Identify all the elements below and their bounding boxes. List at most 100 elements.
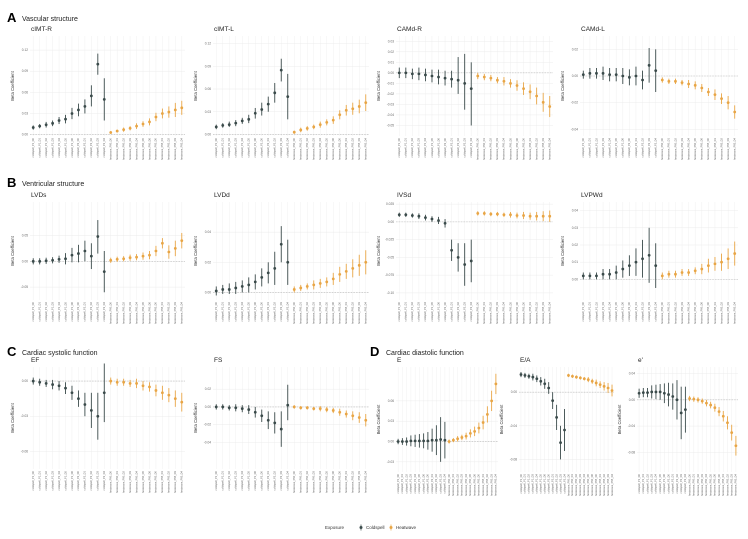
data-point (299, 286, 303, 290)
x-tick-label: coldspell_P1_D3 (417, 301, 421, 321)
x-tick-label: coldspell_P1_D1 (588, 137, 592, 157)
data-point (292, 288, 296, 291)
x-tick-label: heatwave_P90_D2 (121, 137, 125, 159)
chart-title: IVSd (397, 192, 411, 199)
x-tick-label: coldspell_P2_D3 (279, 470, 283, 490)
x-tick-label: heatwave_P90_D0 (687, 473, 691, 495)
x-tick-label: coldspell_P1_D6 (253, 470, 257, 490)
data-point (713, 262, 717, 266)
x-tick-label: heatwave_P90_D0 (292, 470, 296, 492)
data-point (357, 263, 361, 267)
x-tick-label: heatwave_P90_D2 (489, 137, 493, 159)
x-tick-label: coldspell_P2_D3 (462, 137, 466, 157)
y-tick-label: 0.02 (205, 387, 211, 391)
data-point (160, 241, 164, 245)
x-tick-label: heatwave_P90_D4 (134, 470, 138, 492)
data-point (102, 270, 106, 274)
x-tick-label: heatwave_P95_D3 (357, 470, 361, 492)
data-point (344, 108, 348, 112)
x-tick-label: heatwave_P90_D3 (312, 137, 316, 159)
data-point (135, 124, 138, 128)
x-tick-label: coldspell_P1_D6 (621, 301, 625, 321)
x-tick-label: coldspell_P2_D2 (456, 137, 460, 157)
data-point (709, 403, 713, 407)
x-tick-label: heatwave_P90_D2 (305, 470, 309, 492)
x-tick-label: coldspell_P1_D0 (397, 301, 401, 321)
x-tick-label: heatwave_P95_D0 (338, 137, 342, 159)
chart-title: cIMT-R (31, 26, 52, 33)
y-axis-label: Beta Coefficient (10, 70, 15, 100)
data-point (634, 74, 638, 78)
x-tick-label: heatwave_P95_D2 (534, 301, 538, 323)
legend-coldspell-label: Coldspell (366, 525, 385, 530)
x-tick-label: coldspell_P1_D2 (44, 301, 48, 321)
data-point (477, 426, 481, 430)
x-tick-label: heatwave_P95_D2 (167, 470, 171, 492)
chart-panel-11: E Beta Coefficient -0.03 0.00 0.03 0.06 coldsp… (376, 357, 498, 496)
data-point (89, 94, 93, 98)
data-point (305, 127, 309, 130)
data-point (463, 81, 467, 85)
x-tick-label: heatwave_P90_D6 (590, 473, 594, 495)
y-tick-label: -0.04 (387, 113, 394, 117)
x-tick-label: heatwave_P90_D6 (147, 137, 151, 159)
x-tick-label: heatwave_P95_D1 (344, 301, 348, 323)
x-tick-label: heatwave_P90_D5 (508, 137, 512, 159)
x-tick-label: coldspell_P2_D0 (666, 473, 670, 493)
data-point (227, 123, 231, 127)
x-tick-label: coldspell_P1_D6 (70, 137, 74, 157)
data-point (700, 267, 704, 271)
x-tick-label: coldspell_P1_D5 (63, 470, 67, 490)
data-point (31, 259, 35, 263)
y-tick-label: 0.02 (388, 50, 394, 54)
x-tick-label: coldspell_P1_D1 (404, 301, 408, 321)
data-point (588, 71, 592, 75)
x-tick-label: heatwave_P95_D0 (706, 137, 710, 159)
x-tick-label: heatwave_P90_D2 (455, 473, 459, 495)
x-tick-label: heatwave_P95_D2 (167, 137, 171, 159)
data-point (234, 121, 238, 125)
x-tick-label: heatwave_P95_D1 (344, 470, 348, 492)
data-point (413, 439, 417, 443)
x-tick-label: coldspell_P1_D5 (63, 301, 67, 321)
data-point (77, 108, 80, 112)
data-point (509, 81, 512, 85)
x-tick-label: coldspell_P1_D2 (227, 301, 231, 321)
y-tick-label: 0.00 (388, 220, 394, 224)
data-point (654, 264, 658, 268)
x-tick-label: coldspell_P1_D0 (581, 301, 585, 321)
data-point (590, 379, 594, 383)
x-tick-label: heatwave_P90_D6 (331, 470, 335, 492)
data-point (410, 72, 414, 76)
data-point (83, 249, 87, 253)
data-point (364, 101, 368, 105)
x-tick-label: heatwave_P90_D4 (582, 473, 586, 495)
data-point (240, 285, 244, 288)
data-point (260, 275, 264, 279)
data-point (70, 112, 74, 115)
chart-panel-1: cIMT-R Beta Coefficient 0.00 0.03 0.06 0.09 0.… (10, 26, 185, 160)
x-tick-label: heatwave_P90_D3 (460, 473, 464, 495)
y-tick-label: 0.01 (388, 60, 394, 64)
data-point (700, 399, 704, 403)
data-point (482, 211, 486, 215)
data-point (351, 266, 355, 270)
x-tick-label: coldspell_P2_D2 (89, 301, 93, 321)
x-tick-label: heatwave_P90_D3 (312, 470, 316, 492)
data-point (122, 380, 126, 384)
data-point (115, 257, 119, 261)
x-tick-label: heatwave_P90_D1 (115, 137, 119, 159)
data-point (135, 255, 138, 259)
y-tick-label: 0.03 (572, 226, 578, 230)
data-point (528, 214, 532, 218)
section-a-heading: A Vascular structure (7, 10, 78, 25)
y-tick-label: -0.04 (510, 424, 517, 428)
data-point (660, 274, 664, 278)
data-point (405, 440, 409, 443)
y-axis-label: Beta Coefficient (193, 70, 198, 100)
x-tick-label: heatwave_P95_D0 (521, 137, 525, 159)
data-point (680, 271, 684, 274)
data-point (70, 391, 74, 395)
x-tick-label: coldspell_P1_D5 (539, 473, 543, 493)
section-letter-a: A (7, 10, 17, 25)
